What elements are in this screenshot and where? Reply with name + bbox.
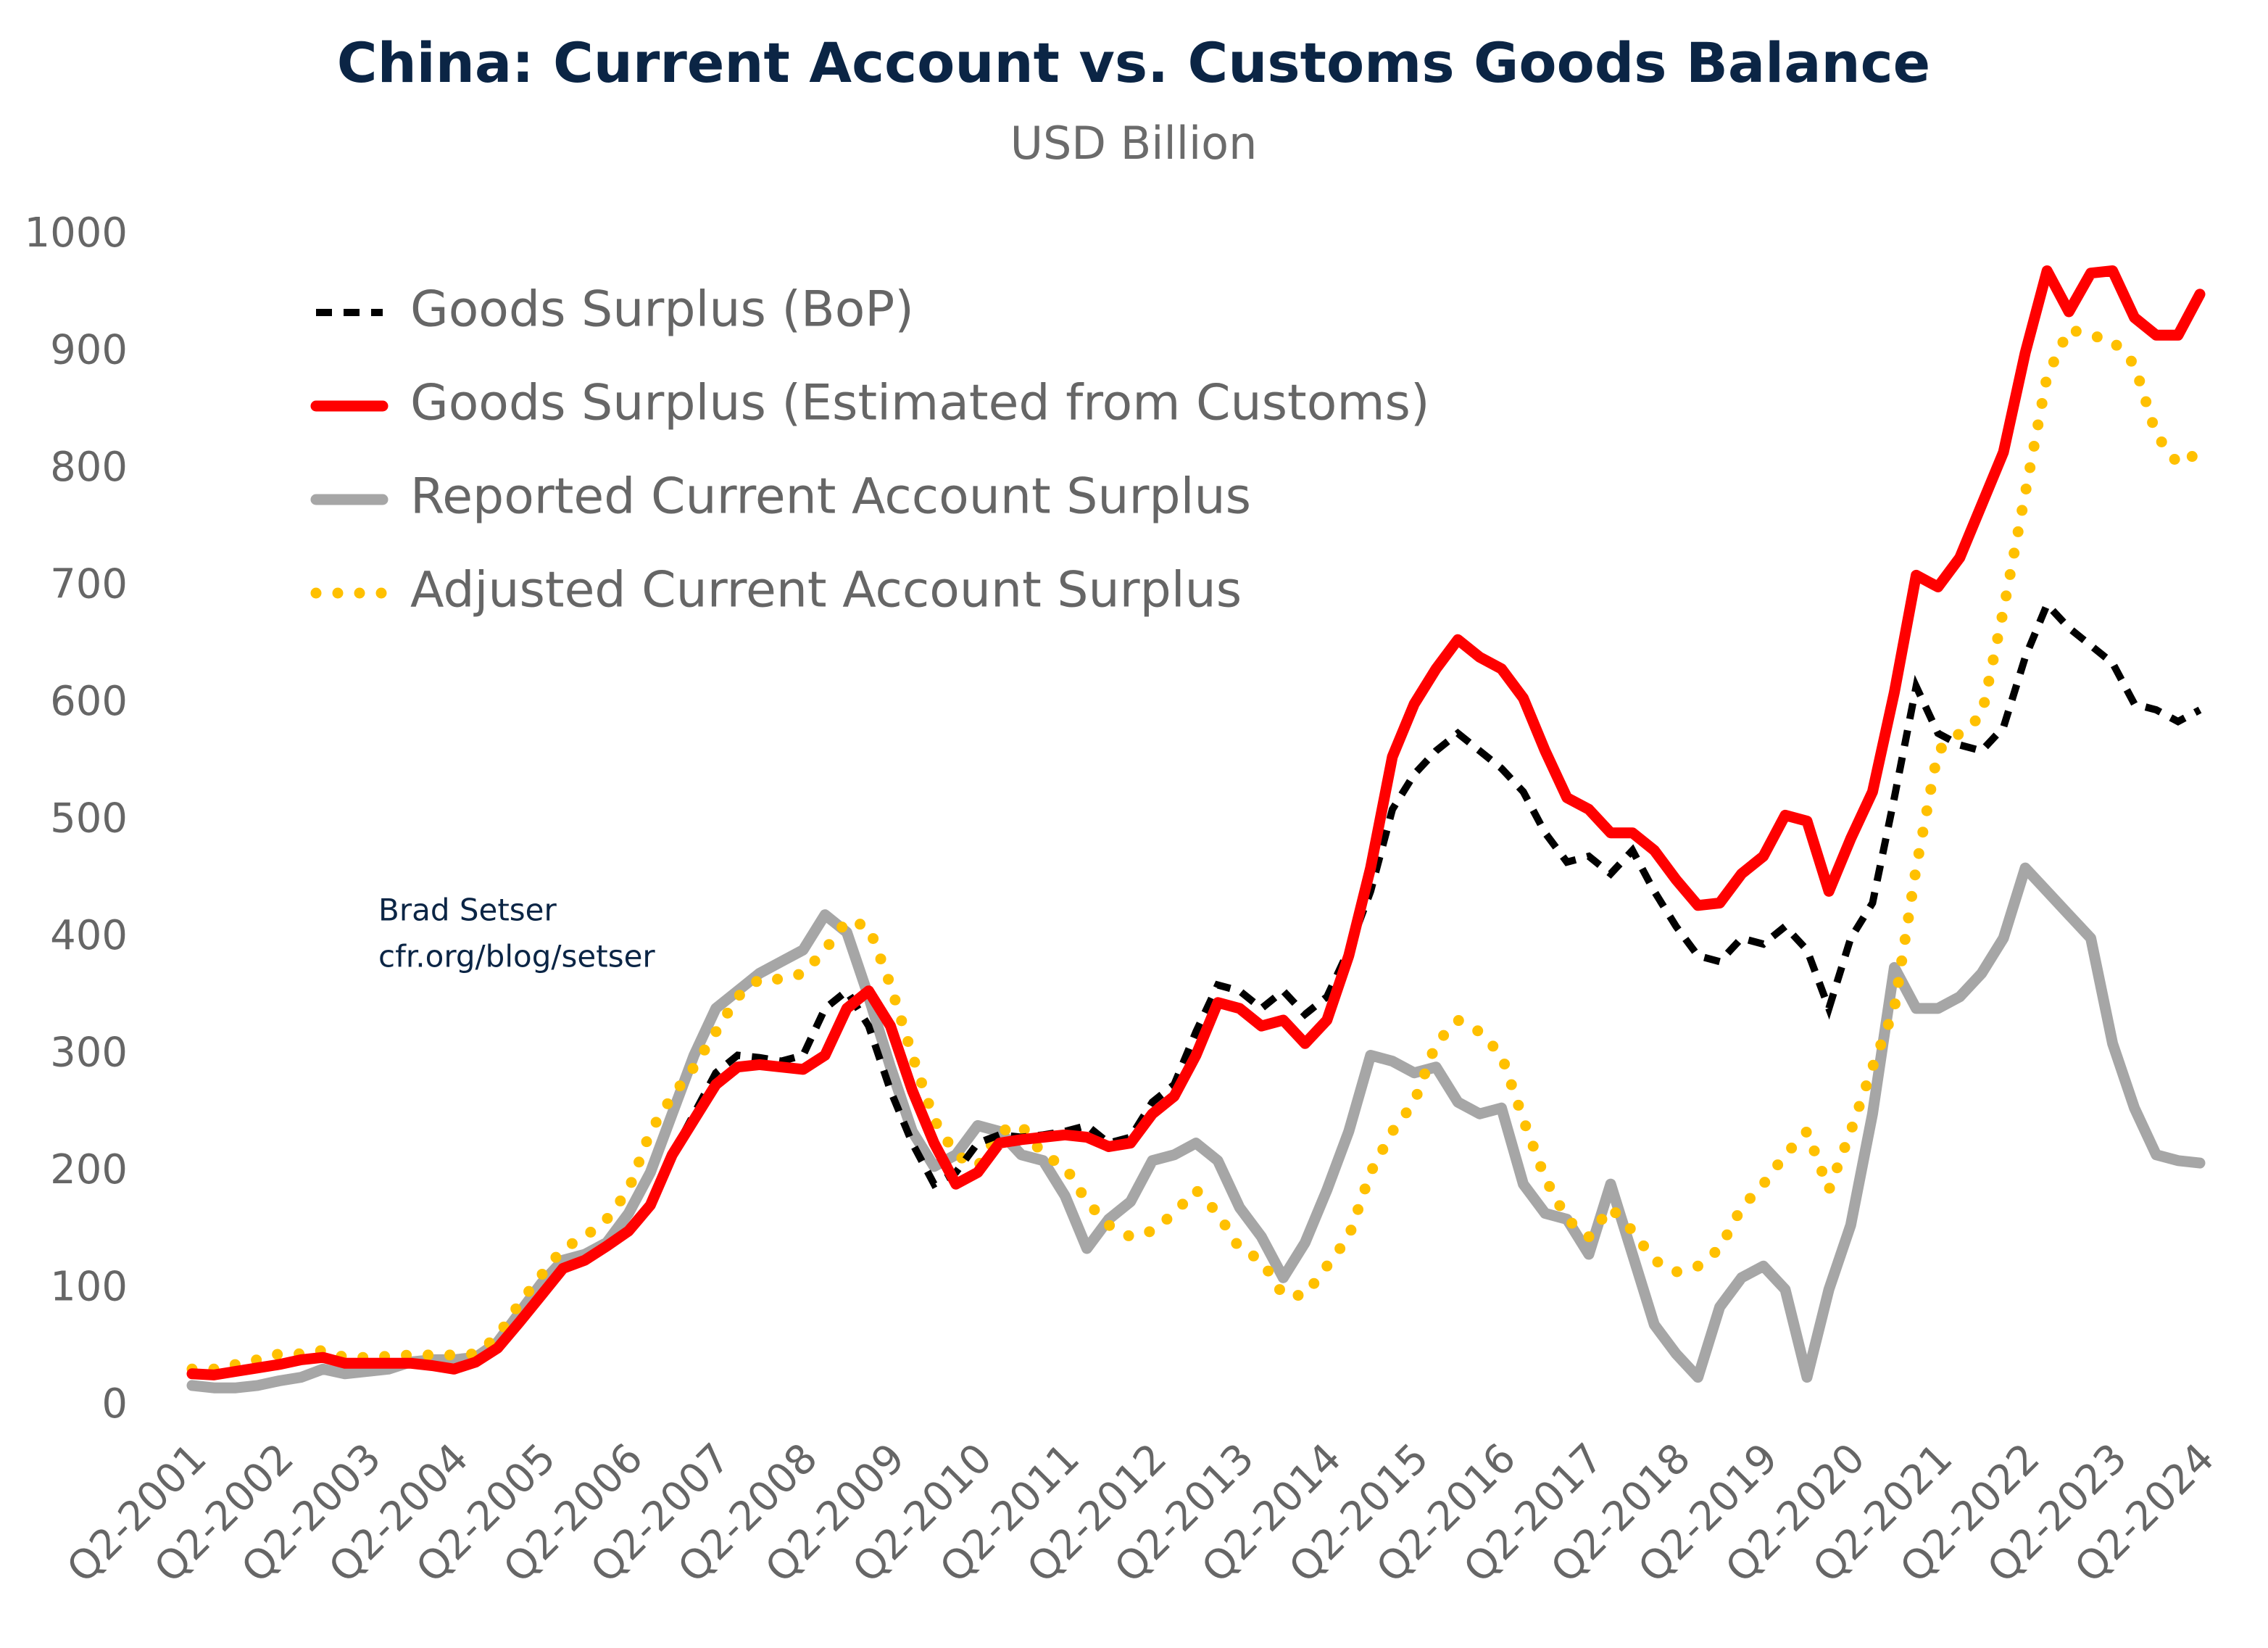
y-tick-label: 500 (50, 795, 128, 842)
legend-label: Goods Surplus (Estimated from Customs) (410, 375, 1430, 432)
y-tick-label: 400 (50, 912, 128, 959)
legend-label: Goods Surplus (BoP) (410, 281, 914, 339)
chart-subtitle: USD Billion (1010, 117, 1258, 170)
y-tick-label: 700 (50, 561, 128, 608)
legend-label: Adjusted Current Account Surplus (410, 562, 1242, 619)
y-tick-label: 600 (50, 678, 128, 725)
chart-title: China: Current Account vs. Customs Goods… (337, 30, 1930, 95)
y-tick-label: 800 (50, 444, 128, 491)
y-tick-label: 200 (50, 1146, 128, 1193)
series-line (186, 265, 2206, 1380)
annotation: cfr.org/blog/setser (378, 939, 655, 974)
y-tick-label: 300 (50, 1030, 128, 1077)
y-tick-label: 100 (50, 1264, 128, 1311)
series-line (186, 862, 2206, 1394)
y-tick-label: 0 (101, 1380, 128, 1428)
series-line (186, 323, 2206, 1375)
legend-label: Reported Current Account Surplus (410, 468, 1251, 526)
y-tick-label: 900 (50, 327, 128, 374)
y-tick-label: 1000 (24, 210, 128, 257)
series-line (191, 597, 2202, 1379)
annotation: Brad Setser (378, 893, 557, 928)
